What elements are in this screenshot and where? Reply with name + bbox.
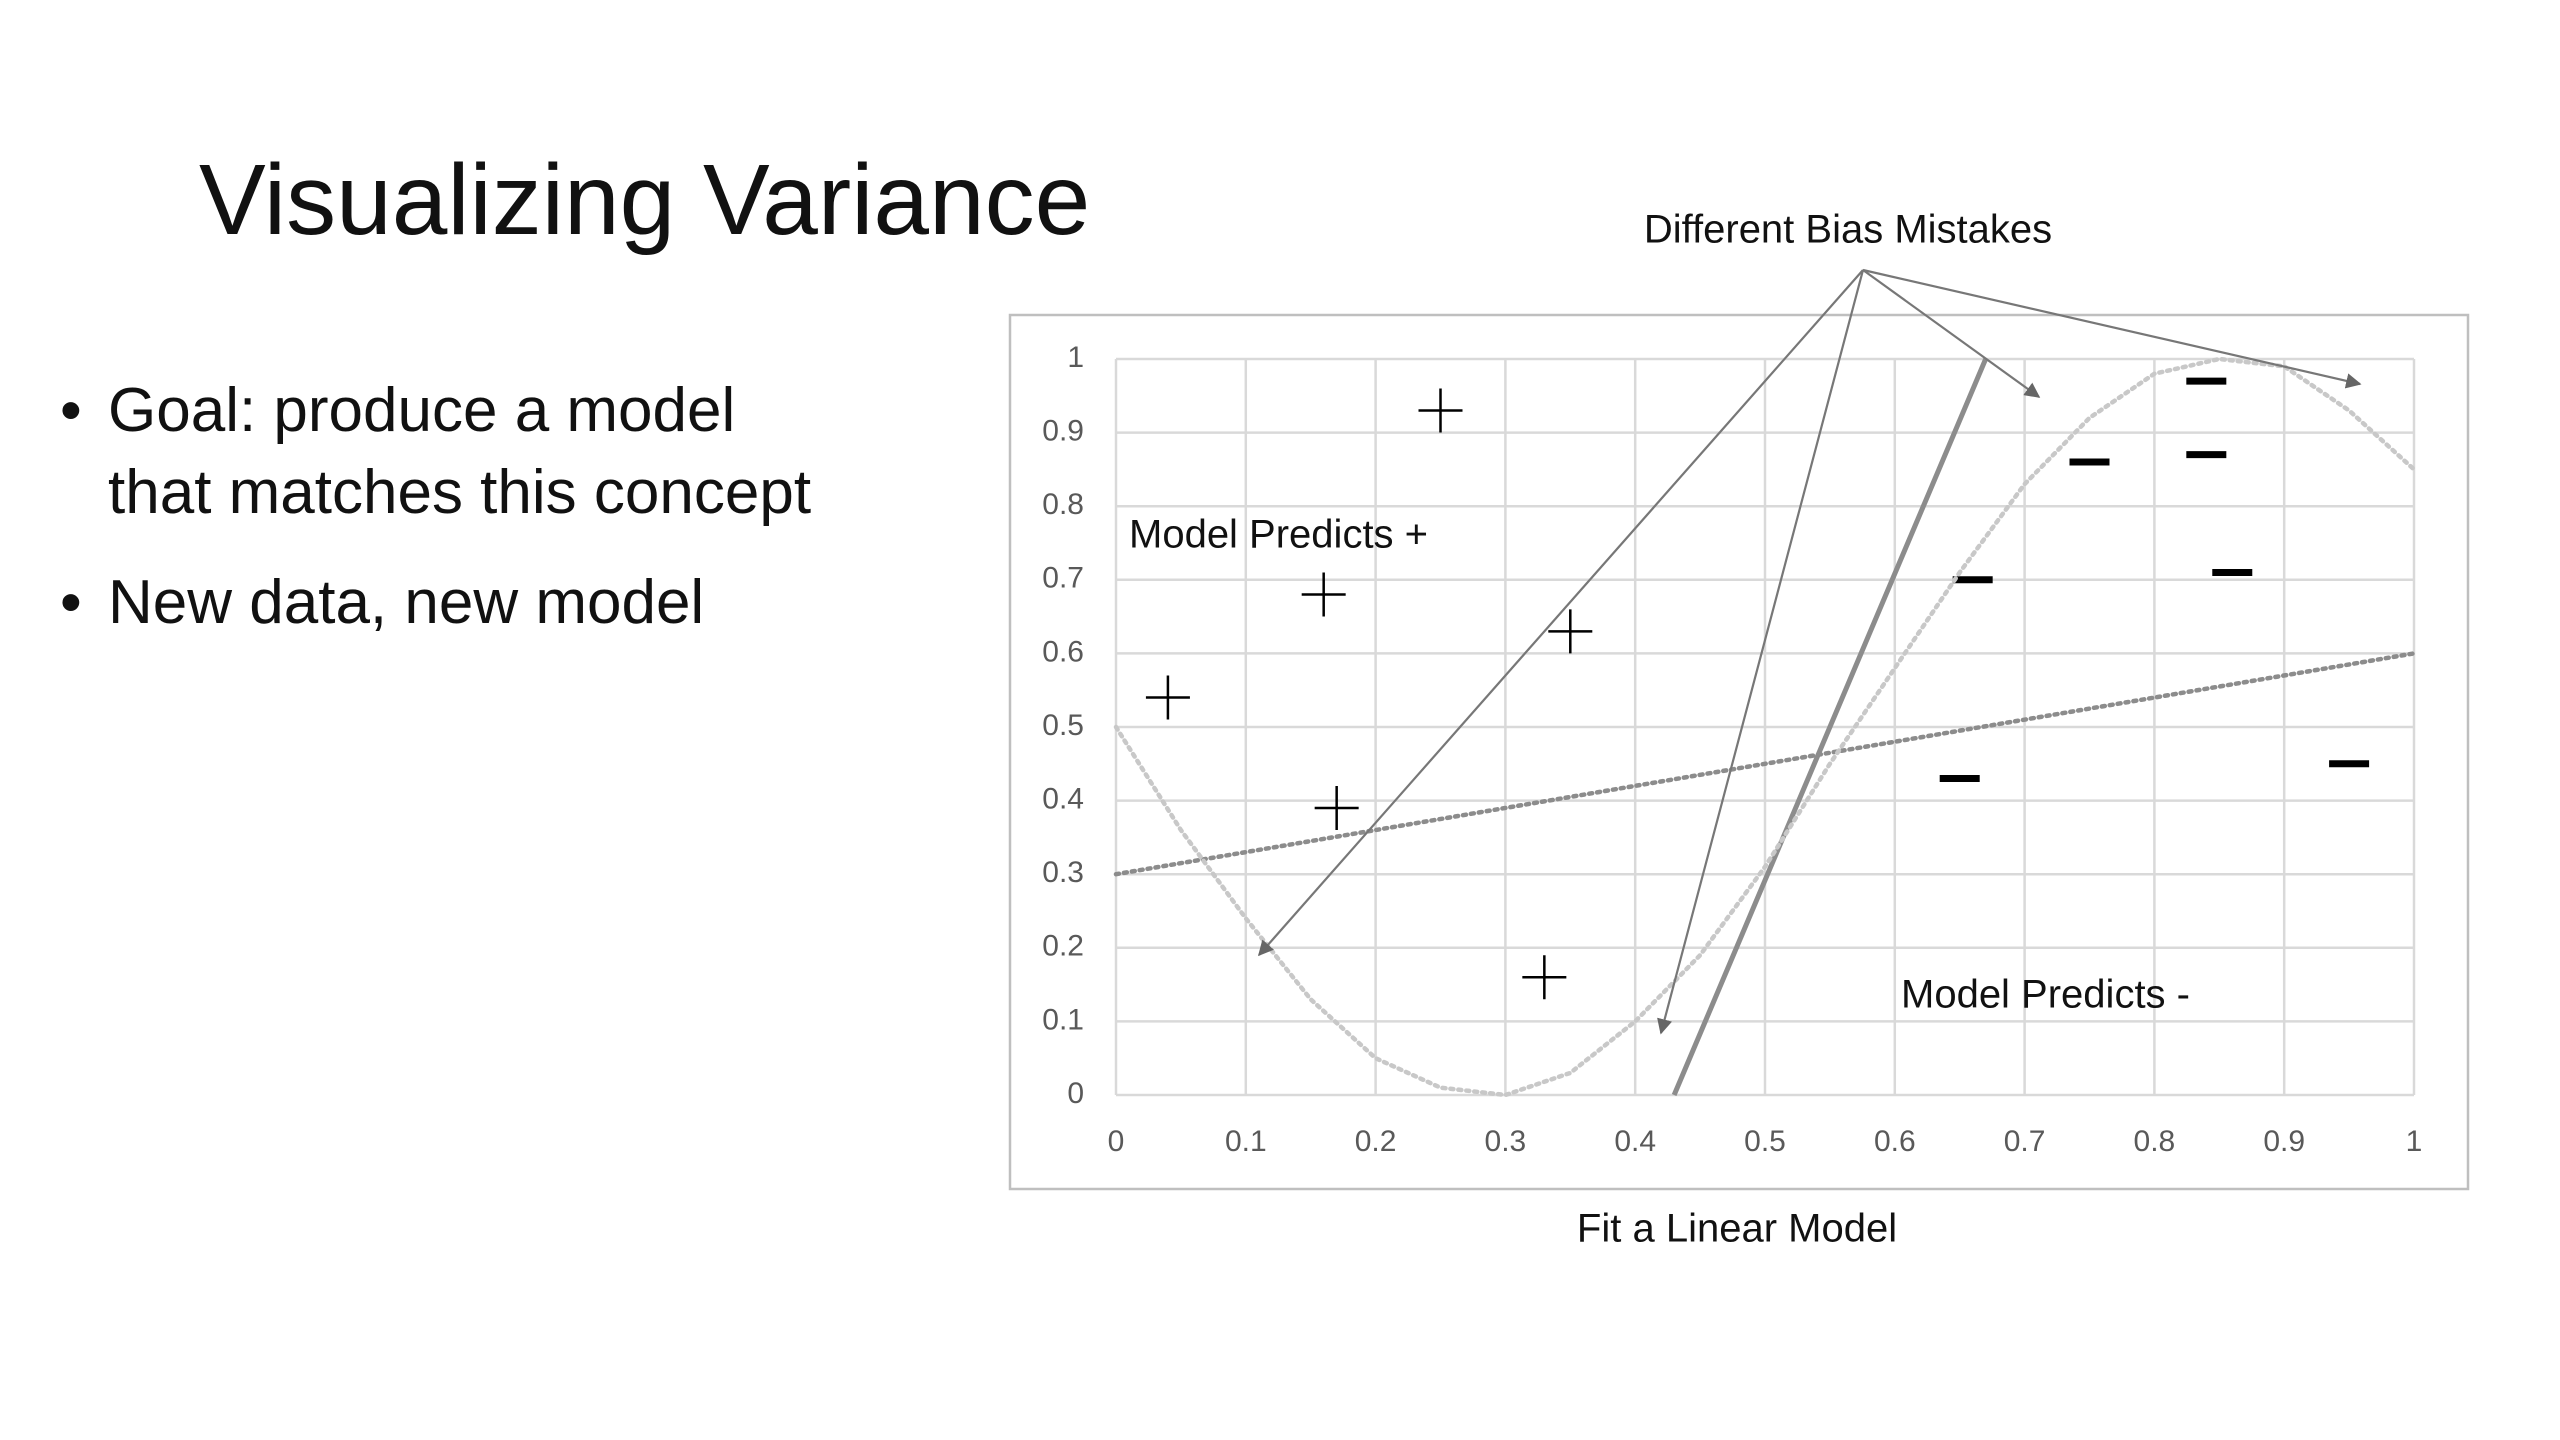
y-tick-label: 0	[1067, 1077, 1084, 1110]
x-tick-label: 0.5	[1744, 1125, 1786, 1158]
x-tick-label: 0.4	[1614, 1125, 1656, 1158]
plot	[1113, 356, 2417, 1098]
y-tick-label: 1	[1067, 341, 1084, 374]
chart-caption: Fit a Linear Model	[1577, 1207, 1897, 1251]
model-line	[1671, 358, 1988, 1096]
bullet: New data, new model	[60, 562, 811, 644]
plus-point	[1314, 785, 1359, 830]
annotation: Model Predicts -	[1901, 973, 2190, 1017]
bullet-line: New data, new model	[108, 568, 705, 637]
y-tick-label: 0.7	[1042, 562, 1084, 595]
arrow	[1862, 269, 2041, 398]
x-tick-label: 0	[1108, 1125, 1125, 1158]
y-tick-label: 0.2	[1042, 930, 1084, 963]
arrow	[1657, 269, 1865, 1035]
x-tick-label: 0.8	[2134, 1125, 2176, 1158]
bullet-line: Goal: produce a model	[108, 376, 736, 445]
x-tick-label: 1	[2406, 1125, 2423, 1158]
y-tick-label: 0.5	[1042, 709, 1084, 742]
model-line	[1113, 356, 2417, 1098]
x-tick-label: 0.6	[1874, 1125, 1916, 1158]
model-line	[1113, 651, 2417, 877]
x-tick-label: 0.3	[1485, 1125, 1527, 1158]
chart-border	[1008, 313, 2470, 1191]
grid: 0 0.1 0.2 0.3 0.4 0.5 0.6 0.7 0.8 0.9 1 0 0.1 0.2 0.3 0…	[1042, 341, 2422, 1158]
plus-point	[1548, 609, 1593, 654]
arrow	[1257, 269, 1864, 957]
y-tick-label: 0.8	[1042, 488, 1084, 521]
annotation: Different Bias Mistakes	[1644, 208, 2052, 252]
x-tick-label: 0.2	[1355, 1125, 1397, 1158]
bullet-line: that matches this concept	[108, 458, 812, 527]
y-tick-label: 0.1	[1042, 1003, 1084, 1036]
slide-title: Visualizing Variance	[199, 144, 1091, 256]
arrows	[1257, 268, 2362, 1035]
x-tick-label: 0.7	[2004, 1125, 2046, 1158]
bullet: Goal: produce a model that matches this …	[60, 370, 811, 534]
plus-point	[1418, 388, 1463, 433]
arrow	[1862, 268, 2362, 389]
x-tick-label: 0.9	[2263, 1125, 2305, 1158]
annotation: Model Predicts +	[1129, 513, 1428, 557]
y-tick-label: 0.6	[1042, 635, 1084, 668]
y-tick-label: 0.9	[1042, 415, 1084, 448]
y-tick-label: 0.3	[1042, 856, 1084, 889]
y-tick-label: 0.4	[1042, 783, 1084, 816]
plus-point	[1301, 572, 1346, 617]
plus-point	[1522, 955, 1567, 1000]
bullet-list: Goal: produce a model that matches this …	[60, 370, 811, 672]
plus-point	[1145, 675, 1190, 720]
x-tick-label: 0.1	[1225, 1125, 1267, 1158]
